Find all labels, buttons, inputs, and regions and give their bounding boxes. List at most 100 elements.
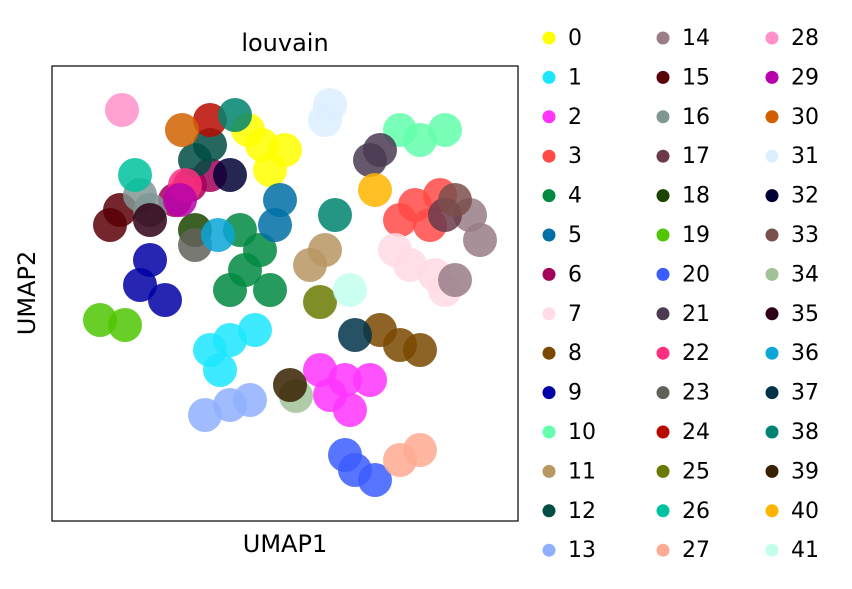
cluster-point: [213, 273, 247, 307]
legend-label: 10: [568, 420, 596, 445]
cluster-point: [438, 183, 472, 217]
cluster-point: [428, 113, 462, 147]
legend-label: 18: [682, 184, 710, 209]
legend-label: 41: [791, 538, 819, 563]
y-axis-label: UMAP2: [13, 251, 41, 335]
legend-swatch: [542, 110, 556, 124]
cluster-point: [308, 103, 342, 137]
cluster-point: [403, 433, 437, 467]
legend-swatch: [542, 386, 556, 400]
legend-swatch: [656, 110, 670, 124]
legend-label: 17: [682, 144, 710, 169]
legend-label: 36: [791, 341, 819, 366]
legend-label: 12: [568, 499, 596, 524]
cluster-point: [105, 93, 139, 127]
legend: 0123456789101112131415161718192021222324…: [542, 26, 819, 563]
cluster-point: [333, 393, 367, 427]
cluster-point: [253, 273, 287, 307]
legend-swatch: [656, 464, 670, 478]
cluster-point: [383, 203, 417, 237]
legend-swatch: [656, 386, 670, 400]
legend-label: 20: [682, 262, 710, 287]
legend-label: 14: [682, 26, 710, 51]
cluster-point: [303, 353, 337, 387]
cluster-point: [378, 233, 412, 267]
cluster-point: [203, 353, 237, 387]
cluster-point: [353, 143, 387, 177]
legend-label: 13: [568, 538, 596, 563]
legend-label: 1: [568, 65, 582, 90]
legend-label: 4: [568, 184, 582, 209]
legend-label: 40: [791, 499, 819, 524]
legend-label: 39: [791, 459, 819, 484]
legend-label: 0: [568, 26, 582, 51]
legend-swatch: [656, 70, 670, 84]
legend-swatch: [656, 149, 670, 163]
legend-swatch: [765, 31, 779, 45]
legend-swatch: [765, 228, 779, 242]
legend-swatch: [656, 31, 670, 45]
legend-swatch: [656, 307, 670, 321]
legend-swatch: [656, 425, 670, 439]
legend-label: 9: [568, 381, 582, 406]
cluster-point: [318, 198, 352, 232]
cluster-point: [328, 438, 362, 472]
legend-label: 5: [568, 223, 582, 248]
legend-label: 22: [682, 341, 710, 366]
legend-label: 35: [791, 302, 819, 327]
plot-area: [83, 88, 497, 497]
legend-swatch: [542, 346, 556, 360]
legend-label: 29: [791, 65, 819, 90]
legend-swatch: [656, 504, 670, 518]
cluster-point: [268, 133, 302, 167]
cluster-point: [148, 283, 182, 317]
legend-label: 25: [682, 459, 710, 484]
legend-swatch: [656, 543, 670, 557]
legend-swatch: [765, 70, 779, 84]
x-axis-label: UMAP1: [243, 530, 327, 558]
cluster-point: [165, 113, 199, 147]
legend-swatch: [542, 149, 556, 163]
legend-swatch: [765, 543, 779, 557]
legend-swatch: [765, 149, 779, 163]
cluster-point: [303, 285, 337, 319]
cluster-point: [218, 98, 252, 132]
cluster-point: [403, 333, 437, 367]
legend-swatch: [765, 425, 779, 439]
legend-swatch: [765, 504, 779, 518]
legend-swatch: [765, 307, 779, 321]
cluster-point: [213, 158, 247, 192]
legend-swatch: [765, 386, 779, 400]
legend-label: 37: [791, 381, 819, 406]
legend-swatch: [765, 464, 779, 478]
legend-label: 2: [568, 105, 582, 130]
cluster-point: [108, 308, 142, 342]
cluster-point: [258, 208, 292, 242]
cluster-point: [93, 208, 127, 242]
legend-label: 26: [682, 499, 710, 524]
cluster-point: [333, 273, 367, 307]
legend-label: 30: [791, 105, 819, 130]
legend-label: 19: [682, 223, 710, 248]
chart-title: louvain: [241, 29, 328, 57]
legend-swatch: [765, 110, 779, 124]
legend-label: 7: [568, 302, 582, 327]
legend-label: 34: [791, 262, 819, 287]
legend-swatch: [542, 425, 556, 439]
legend-label: 16: [682, 105, 710, 130]
legend-label: 15: [682, 65, 710, 90]
legend-swatch: [542, 504, 556, 518]
legend-label: 23: [682, 381, 710, 406]
legend-label: 8: [568, 341, 582, 366]
cluster-point: [438, 263, 472, 297]
legend-label: 38: [791, 420, 819, 445]
cluster-point: [133, 203, 167, 237]
legend-swatch: [542, 543, 556, 557]
cluster-point: [238, 313, 272, 347]
legend-swatch: [656, 228, 670, 242]
legend-label: 21: [682, 302, 710, 327]
legend-label: 27: [682, 538, 710, 563]
cluster-point: [163, 183, 197, 217]
plot-frame: [51, 65, 519, 522]
